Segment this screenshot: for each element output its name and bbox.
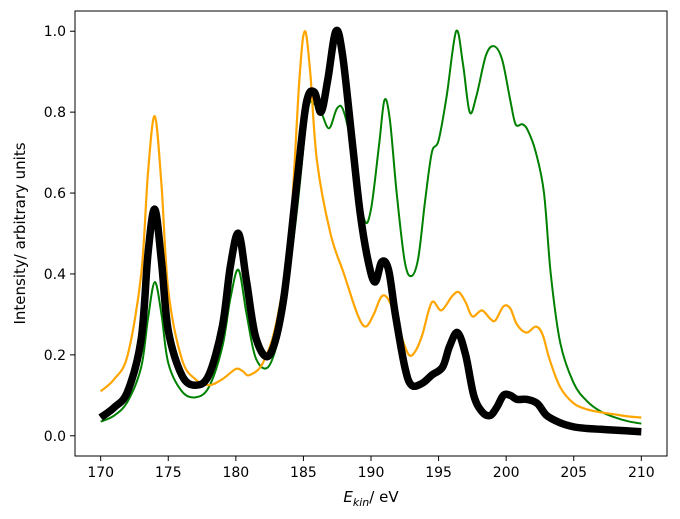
x-tick-label: 170	[87, 465, 114, 481]
x-axis-label-unit: / eV	[369, 488, 399, 506]
y-tick-label: 0.8	[44, 105, 66, 121]
series-line-2	[99, 30, 642, 419]
x-axis-label-subscript: kin	[353, 496, 369, 509]
x-tick-label: 190	[358, 465, 385, 481]
x-tick-label: 200	[493, 465, 520, 481]
y-axis-label: Intensity/ arbitrary units	[11, 142, 29, 324]
y-tick-label: 0.0	[44, 429, 66, 445]
y-axis-ticks: 0.0 0.2 0.4 0.6 0.8 1.0	[44, 24, 75, 445]
y-tick-label: 0.2	[44, 348, 66, 364]
series-layer	[98, 26, 642, 436]
x-axis-ticks: 170 175 180 185 190 195 200 205 210	[87, 456, 655, 481]
series-line-1	[100, 29, 642, 425]
x-tick-label: 175	[155, 465, 182, 481]
y-tick-label: 0.6	[44, 186, 66, 202]
x-axis-label-main: E	[343, 488, 353, 506]
x-tick-label: 195	[425, 465, 452, 481]
x-tick-label: 210	[628, 465, 655, 481]
y-tick-label: 0.4	[44, 267, 66, 283]
x-axis-label: Ekin/ eV	[343, 488, 399, 509]
y-tick-label: 1.0	[44, 24, 66, 40]
series-line-3	[98, 26, 642, 436]
x-tick-label: 205	[560, 465, 587, 481]
x-tick-label: 185	[290, 465, 317, 481]
x-tick-label: 180	[222, 465, 249, 481]
